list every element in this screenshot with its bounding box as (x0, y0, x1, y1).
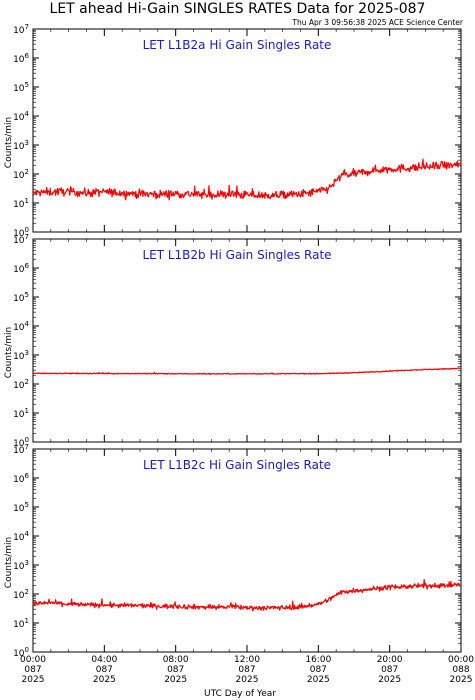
series-line (32, 158, 462, 201)
chart-title: LET ahead Hi-Gain SINGLES RATES Data for… (49, 1, 426, 17)
x-tick-year: 2025 (450, 675, 473, 685)
x-tick-time: 20:00 (377, 655, 403, 665)
x-tick-year: 2025 (307, 675, 330, 685)
panel-frame (32, 448, 462, 653)
y-axis-title: Counts/min (4, 327, 14, 378)
x-tick-day: 087 (24, 665, 41, 675)
y-tick-label: 107 (13, 443, 29, 456)
y-tick-label: 100 (13, 646, 29, 659)
x-tick-time: 16:00 (305, 655, 331, 665)
x-tick-year: 2025 (236, 675, 259, 685)
y-tick-label: 102 (13, 588, 29, 601)
x-tick-day: 088 (452, 665, 469, 675)
panel-2: 100 101 102 103 104 105 106 107 Counts/min LET L1… (4, 233, 462, 449)
y-tick-label: 101 (13, 407, 29, 420)
y-tick-label: 104 (13, 530, 29, 543)
series-line (32, 579, 462, 612)
y-tick-label: 102 (13, 168, 29, 181)
y-tick-label: 105 (13, 291, 29, 304)
panel-title: LET L1B2a Hi Gain Singles Rate (143, 38, 332, 52)
y-tick-label: 105 (13, 501, 29, 514)
series-line (32, 367, 462, 375)
y-tick-label: 103 (13, 139, 29, 152)
x-tick-year: 2025 (164, 675, 187, 685)
panel-title: LET L1B2b Hi Gain Singles Rate (142, 248, 331, 262)
x-tick-year: 2025 (93, 675, 116, 685)
x-tick-year: 2025 (22, 675, 45, 685)
x-tick-time: 12:00 (234, 655, 260, 665)
y-tick-label: 104 (13, 320, 29, 333)
panel-title: LET L1B2c Hi Gain Singles Rate (143, 458, 331, 472)
y-tick-label: 104 (13, 110, 29, 123)
x-tick-day: 087 (167, 665, 184, 675)
timestamp: Thu Apr 3 09:56:38 2025 ACE Science Cent… (292, 18, 463, 27)
y-tick-label: 107 (13, 23, 29, 36)
x-tick-time: 00:00 (448, 655, 474, 665)
y-tick-label: 102 (13, 378, 29, 391)
y-axis-title: Counts/min (4, 117, 14, 168)
y-tick-label: 105 (13, 81, 29, 94)
y-tick-label: 101 (13, 197, 29, 210)
panel-1: 100 101 102 103 104 105 106 107 Counts/min LET L1… (4, 23, 462, 239)
y-axis-title: Counts/min (4, 537, 14, 588)
y-tick-label: 100 (13, 436, 29, 449)
x-tick-day: 087 (96, 665, 113, 675)
y-tick-label: 100 (13, 226, 29, 239)
y-tick-label: 103 (13, 559, 29, 572)
y-tick-label: 101 (13, 617, 29, 630)
x-axis-title: UTC Day of Year (204, 689, 276, 699)
panel-frame (32, 238, 462, 443)
x-tick-year: 2025 (378, 675, 401, 685)
y-tick-label: 106 (13, 52, 29, 65)
panel-3: 100 101 102 103 104 105 106 107 Counts/min LET L1… (4, 443, 462, 659)
y-tick-label: 107 (13, 233, 29, 246)
y-tick-label: 106 (13, 472, 29, 485)
x-tick-time: 00:00 (20, 655, 46, 665)
x-tick-day: 087 (238, 665, 255, 675)
y-tick-label: 106 (13, 262, 29, 275)
y-tick-label: 103 (13, 349, 29, 362)
x-tick-day: 087 (310, 665, 327, 675)
x-tick-day: 087 (381, 665, 398, 675)
x-tick-time: 04:00 (91, 655, 117, 665)
x-tick-time: 08:00 (163, 655, 189, 665)
panel-frame (32, 28, 462, 233)
